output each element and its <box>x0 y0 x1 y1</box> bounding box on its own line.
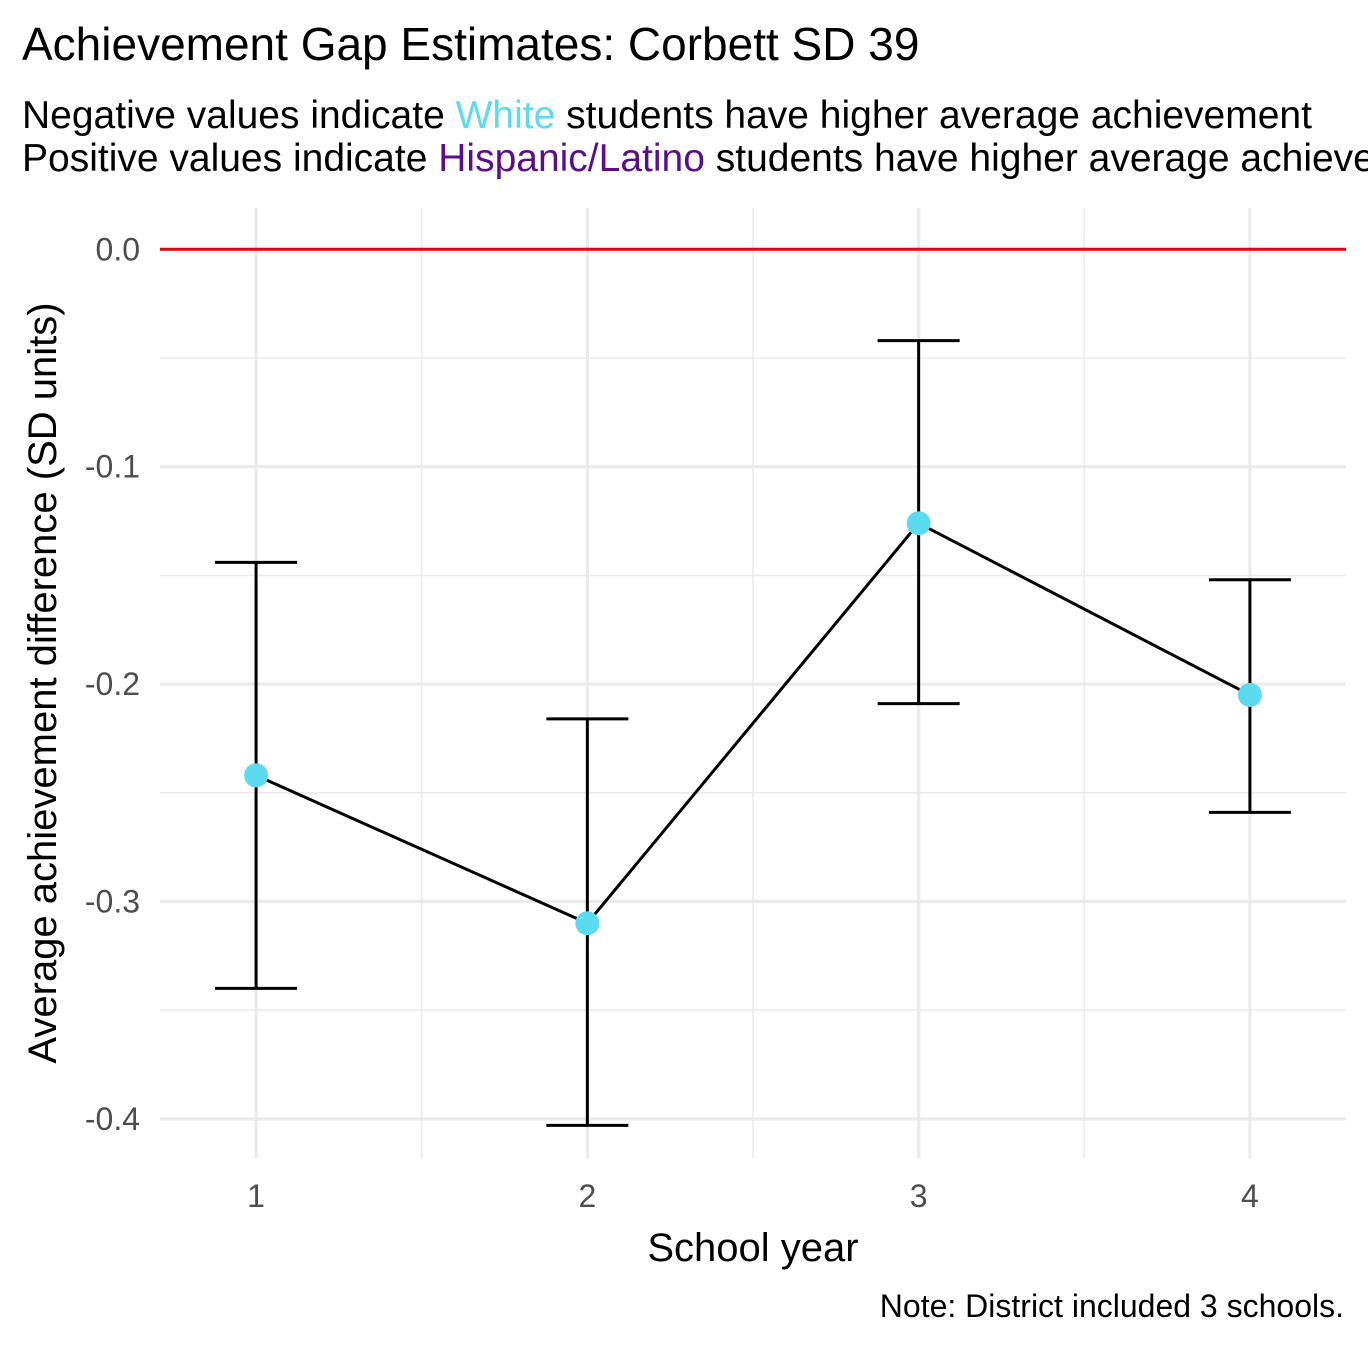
subtitle-white-group: White <box>455 95 556 137</box>
series-line <box>255 521 1251 926</box>
subtitle-line-1: Negative values indicate White students … <box>22 95 1368 138</box>
subtitle-hispanic-group: Hispanic/Latino <box>438 136 705 180</box>
data-point <box>906 511 931 536</box>
x-tick-label: 2 <box>578 1178 596 1214</box>
subtitle-line-1-prefix: Negative values indicate <box>22 95 456 137</box>
y-axis-tick-labels: 0.0 -0.1 -0.2 -0.3 -0.4 <box>85 231 140 1137</box>
y-axis-title: Average achievement difference (SD units… <box>21 302 65 1063</box>
data-point <box>1237 682 1262 707</box>
chart-subtitle: Negative values indicate White students … <box>22 95 1368 181</box>
y-tick-label: -0.1 <box>85 449 140 485</box>
x-tick-label: 1 <box>247 1178 265 1214</box>
data-point <box>244 763 269 788</box>
y-tick-label: -0.2 <box>85 666 140 702</box>
x-axis-tick-labels: 1 2 3 4 <box>247 1178 1259 1214</box>
chart-caption: Note: District included 3 schools. <box>879 1288 1344 1324</box>
subtitle-line-2-prefix: Positive values indicate <box>22 136 439 180</box>
data-point <box>575 911 600 936</box>
x-tick-label: 3 <box>910 1178 928 1214</box>
subtitle-line-2-suffix: students have higher average achievement <box>715 136 1368 180</box>
x-tick-label: 4 <box>1241 1178 1259 1214</box>
x-axis-title: School year <box>647 1226 858 1270</box>
y-tick-label: -0.4 <box>85 1101 140 1137</box>
subtitle-line-2: Positive values indicate Hispanic/Latino… <box>22 136 1368 181</box>
data-points <box>244 511 1262 936</box>
y-tick-label: 0.0 <box>96 231 140 267</box>
chart-title: Achievement Gap Estimates: Corbett SD 39 <box>22 18 920 70</box>
subtitle-line-1-suffix: students have higher average achievement <box>555 95 1312 137</box>
y-tick-label: -0.3 <box>85 883 140 919</box>
